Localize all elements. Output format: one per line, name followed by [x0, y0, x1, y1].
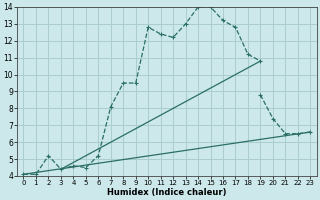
- X-axis label: Humidex (Indice chaleur): Humidex (Indice chaleur): [107, 188, 227, 197]
